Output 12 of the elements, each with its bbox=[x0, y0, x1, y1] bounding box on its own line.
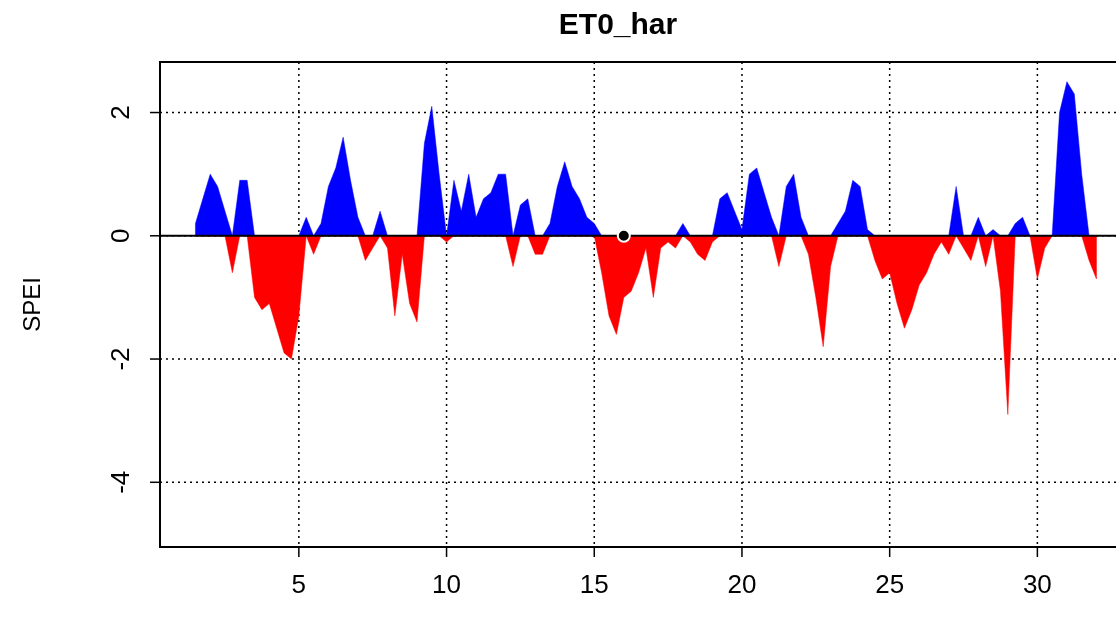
x-tick-label: 10 bbox=[432, 569, 462, 599]
x-tick-label: 5 bbox=[291, 569, 307, 599]
chart-title: ET0_har bbox=[558, 7, 678, 40]
y-axis-title: SPEI bbox=[18, 277, 45, 332]
x-tick-label: 15 bbox=[579, 569, 609, 599]
y-tick-label: -4 bbox=[105, 470, 135, 494]
x-tick-label: 30 bbox=[1022, 569, 1052, 599]
x-tick-label: 25 bbox=[875, 569, 905, 599]
y-tick-label: 0 bbox=[105, 228, 135, 244]
x-tick-label: 20 bbox=[727, 569, 757, 599]
y-tick-label: -2 bbox=[105, 347, 135, 371]
y-tick-label: 2 bbox=[105, 105, 135, 120]
